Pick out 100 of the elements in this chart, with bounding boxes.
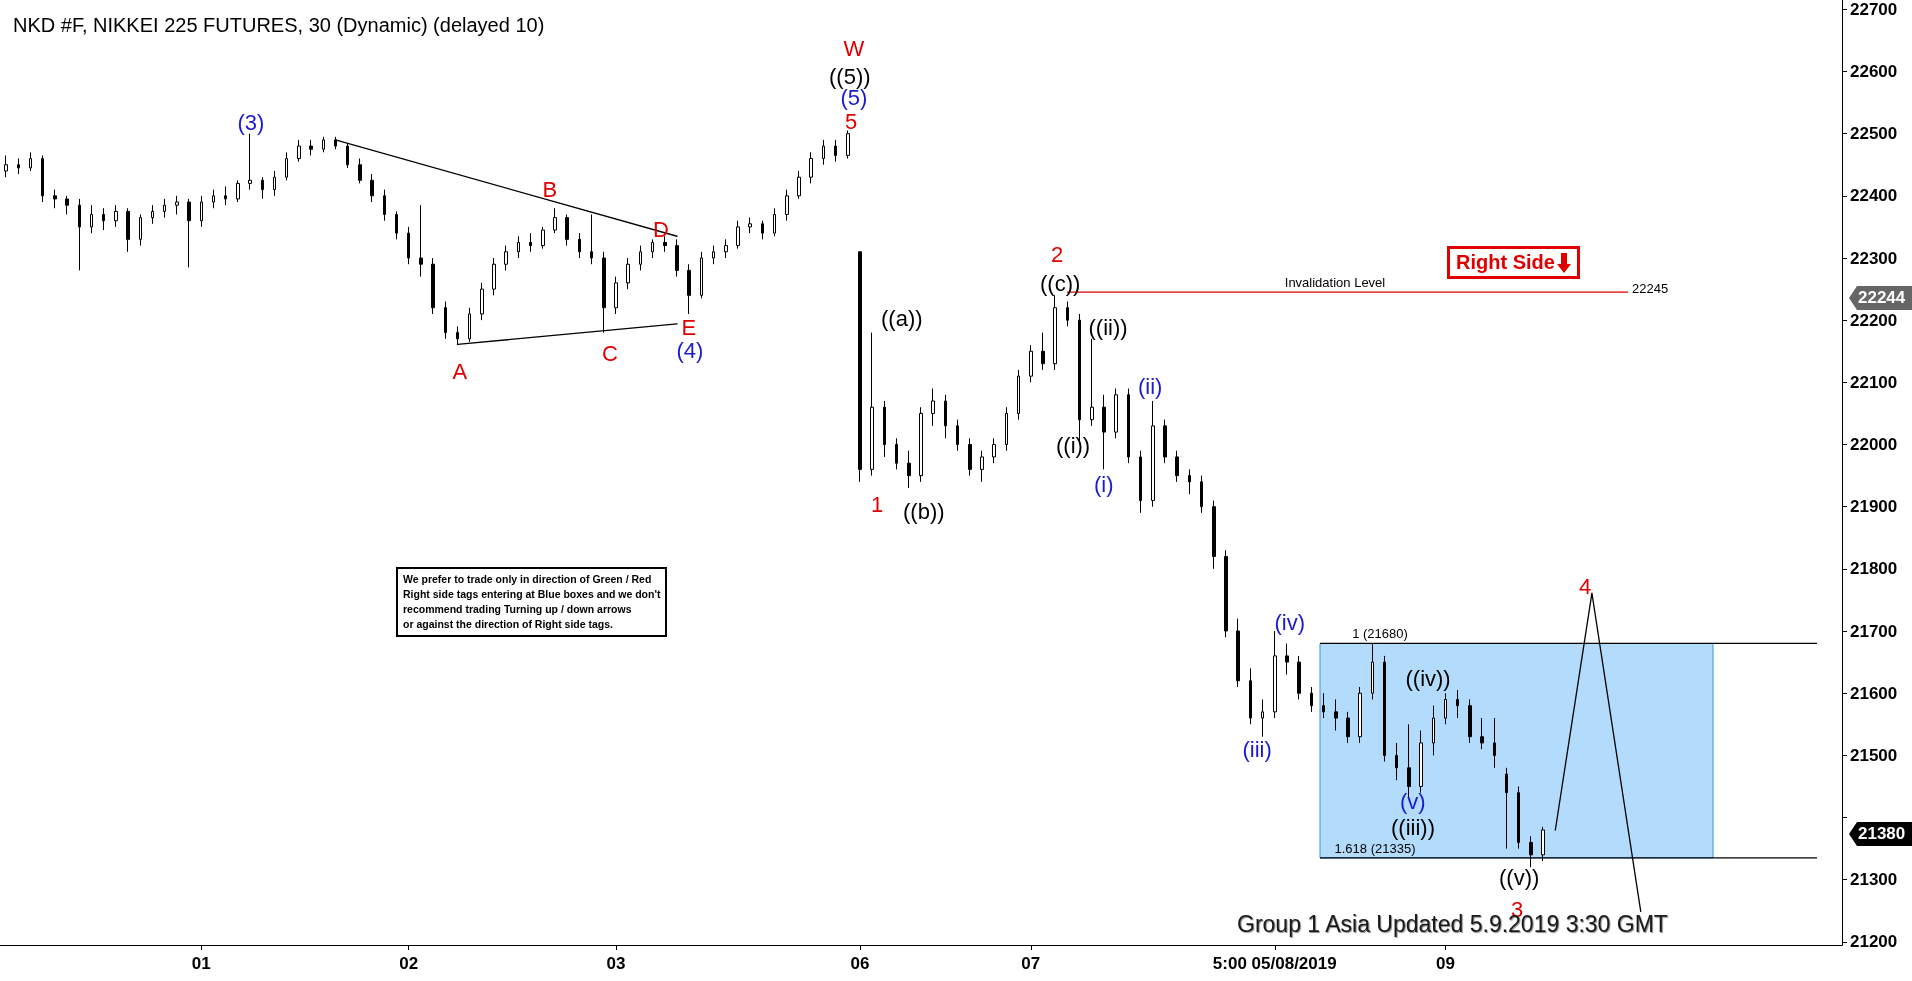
candlestick: [1212, 499, 1216, 570]
y-tick-label: 21200: [1850, 932, 1898, 952]
x-tick-label: 03: [606, 954, 626, 973]
candlestick: [1395, 742, 1398, 781]
annotation: E: [681, 315, 697, 340]
candlestick: [224, 186, 227, 206]
candlestick: [1236, 618, 1240, 688]
candlestick: [1297, 655, 1301, 700]
annotation: 22245: [1632, 281, 1669, 296]
candlestick: [431, 257, 435, 315]
candlestick: [565, 213, 569, 247]
candlestick: [419, 204, 423, 278]
y-tick-label: 21900: [1850, 497, 1898, 517]
y-tick-label: 21300: [1850, 870, 1898, 890]
annotation: (iii): [1242, 737, 1272, 762]
candlestick: [529, 232, 532, 253]
annotation: (ii): [1138, 374, 1163, 399]
candlestick: [748, 217, 752, 234]
candlestick: [834, 139, 837, 163]
candlestick: [102, 207, 105, 231]
candlestick: [126, 207, 130, 253]
candlestick: [29, 151, 32, 172]
candlestick: [114, 204, 118, 228]
text: NKD #F, NIKKEI 225 FUTURES, 30 (Dynamic) (delayed 10): [13, 14, 545, 36]
annotation: C: [602, 341, 618, 366]
candlestick: [1029, 344, 1033, 383]
candlestick: [187, 198, 191, 268]
note-box: We prefer to trade only in direction of Green / Red Right side tags entering at Blue boxes and we don't recommend trading Turning up / down arrows or against the direction of Right side tags.: [396, 567, 668, 637]
candlestick: [614, 276, 618, 315]
y-tick-label: 21600: [1850, 683, 1898, 703]
y-tick-label: 22700: [1850, 0, 1898, 19]
y-tick-label: 21700: [1850, 621, 1898, 641]
candlestick: [163, 198, 166, 219]
candlestick: [370, 173, 374, 203]
annotation: 2: [1051, 242, 1064, 267]
candlestick: [504, 245, 508, 271]
ref-line-label: 1 (21680): [1352, 626, 1408, 642]
candlestick: [1456, 689, 1459, 719]
candlestick: [322, 136, 325, 153]
candlestick: [407, 226, 410, 265]
candlestick: [1200, 475, 1203, 514]
candlestick: [517, 235, 520, 259]
candlestick: [1322, 692, 1325, 719]
candlestick: [700, 251, 703, 299]
candlestick: [736, 220, 740, 250]
candlestick: [1127, 388, 1130, 464]
annotation: B: [542, 177, 558, 202]
y-tick-label: 21500: [1850, 745, 1898, 765]
candlestick: [822, 139, 825, 166]
x-tick-label: 09: [1436, 954, 1455, 973]
candlestick: [724, 238, 728, 259]
annotation: ((v)): [1499, 865, 1540, 890]
candlestick: [1261, 698, 1264, 738]
candlestick: [956, 419, 959, 452]
candlestick: [1505, 767, 1508, 850]
annotation: ((b)): [903, 499, 945, 524]
candlestick: [907, 450, 911, 489]
candlestick: [1175, 450, 1179, 483]
candlestick: [870, 332, 874, 477]
candlestick: [931, 388, 935, 427]
candlestick: [1383, 655, 1386, 763]
candlestick: [273, 170, 276, 197]
ref-line-label: 1.618 (21335): [1334, 840, 1416, 856]
candlestick: [309, 139, 313, 156]
candlestick: [1188, 468, 1191, 495]
text: 22244: [1849, 286, 1912, 310]
candlestick: [78, 198, 81, 271]
candlestick: [651, 238, 654, 259]
candlestick: [1249, 667, 1252, 725]
candlestick: [1346, 711, 1350, 744]
candlestick: [1334, 698, 1338, 732]
annotation: Right Side: [1456, 251, 1555, 274]
candlestick: [895, 437, 898, 470]
candlestick: [1480, 717, 1484, 750]
candlestick: [151, 204, 154, 225]
y-tick-label: 22200: [1850, 310, 1898, 330]
annotation: (3): [237, 110, 265, 135]
candlestick: [41, 154, 44, 203]
annotation: W: [843, 36, 865, 61]
annotation: A: [452, 359, 468, 384]
tag-box: Right Side: [1447, 246, 1580, 279]
candlestick: [175, 195, 179, 215]
candlestick: [248, 133, 252, 191]
candlestick: [541, 226, 545, 250]
candlestick: [773, 207, 776, 237]
candlestick: [1053, 294, 1057, 371]
candlestick: [761, 220, 764, 240]
candlestick: [383, 189, 386, 222]
ref-line-label: Invalidation Level: [1284, 275, 1386, 291]
candlestick: [358, 158, 362, 184]
candlestick: [1163, 419, 1167, 464]
candlestick: [1102, 394, 1106, 470]
annotation: 4: [1579, 574, 1592, 599]
candlestick: [1090, 338, 1094, 427]
y-tick-label: 22300: [1850, 248, 1898, 268]
candlestick: [1224, 549, 1228, 638]
candlestick: [1493, 717, 1496, 769]
candlestick: [712, 245, 715, 265]
x-tick-label: 02: [399, 954, 419, 973]
candlestick: [285, 151, 288, 181]
